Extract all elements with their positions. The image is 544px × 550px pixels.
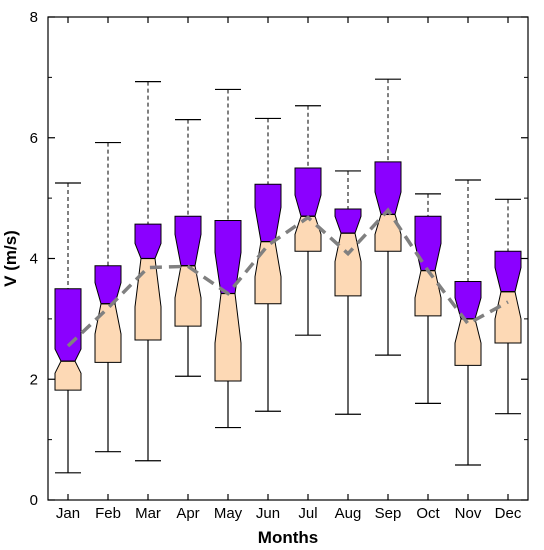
x-tick-label-oct: Oct (416, 505, 440, 522)
lower-box (174, 265, 202, 327)
lower-box (494, 291, 522, 344)
box-sep (374, 78, 402, 356)
mean-layer (66, 207, 509, 348)
plot-frame (47, 16, 529, 501)
lower-box (414, 270, 442, 317)
upper-box (494, 250, 522, 293)
lower-box (454, 318, 482, 366)
box-jun (254, 117, 282, 412)
upper-box (374, 161, 402, 215)
upper-box (334, 208, 362, 234)
x-axis-title: Months (258, 528, 318, 547)
upper-box (454, 280, 482, 320)
x-tick-label-apr: Apr (176, 505, 199, 522)
box-oct (414, 193, 442, 404)
x-tick-label-sep: Sep (375, 505, 402, 522)
x-tick-label-jan: Jan (56, 505, 80, 522)
boxes-layer (54, 78, 522, 474)
x-tick-label-feb: Feb (95, 505, 121, 522)
x-tick-label-jun: Jun (256, 505, 280, 522)
x-tick-label-may: May (214, 505, 243, 522)
x-tick-label-jul: Jul (298, 505, 317, 522)
box-nov (454, 179, 482, 466)
upper-box (54, 288, 82, 362)
x-tick-label-aug: Aug (335, 505, 362, 522)
lower-box (254, 241, 282, 305)
y-tick-label: 2 (30, 371, 38, 388)
x-tick-label-dec: Dec (495, 505, 522, 522)
box-jul (294, 105, 322, 336)
mean-dashed-line (66, 207, 509, 348)
y-axis-title: V (m/s) (1, 230, 20, 287)
box-aug (334, 170, 362, 415)
box-feb (94, 141, 122, 453)
lower-box (94, 303, 122, 363)
y-tick-label: 8 (30, 9, 38, 26)
upper-box (294, 167, 322, 217)
upper-box (414, 215, 442, 272)
y-tick-label: 0 (30, 492, 38, 509)
box-apr (174, 119, 202, 377)
lower-box (374, 213, 402, 252)
lower-box (54, 360, 82, 391)
box-may (214, 88, 242, 429)
y-tick-label: 4 (30, 251, 38, 268)
y-tick-label: 6 (30, 130, 38, 147)
lower-box (294, 215, 322, 252)
upper-box (134, 223, 162, 259)
x-tick-label-nov: Nov (455, 505, 482, 522)
lower-box (134, 258, 162, 341)
box-jan (54, 182, 82, 474)
box-mar (134, 81, 162, 462)
upper-box (254, 183, 282, 243)
ticks-layer: 0 2 4 6 8 Jan Feb Mar Apr May Jun Jul Aug Sep Oct Nov De… (30, 9, 528, 522)
x-tick-label-mar: Mar (135, 505, 161, 522)
upper-box (174, 215, 202, 267)
lower-box (214, 293, 242, 382)
box-dec (494, 198, 522, 415)
